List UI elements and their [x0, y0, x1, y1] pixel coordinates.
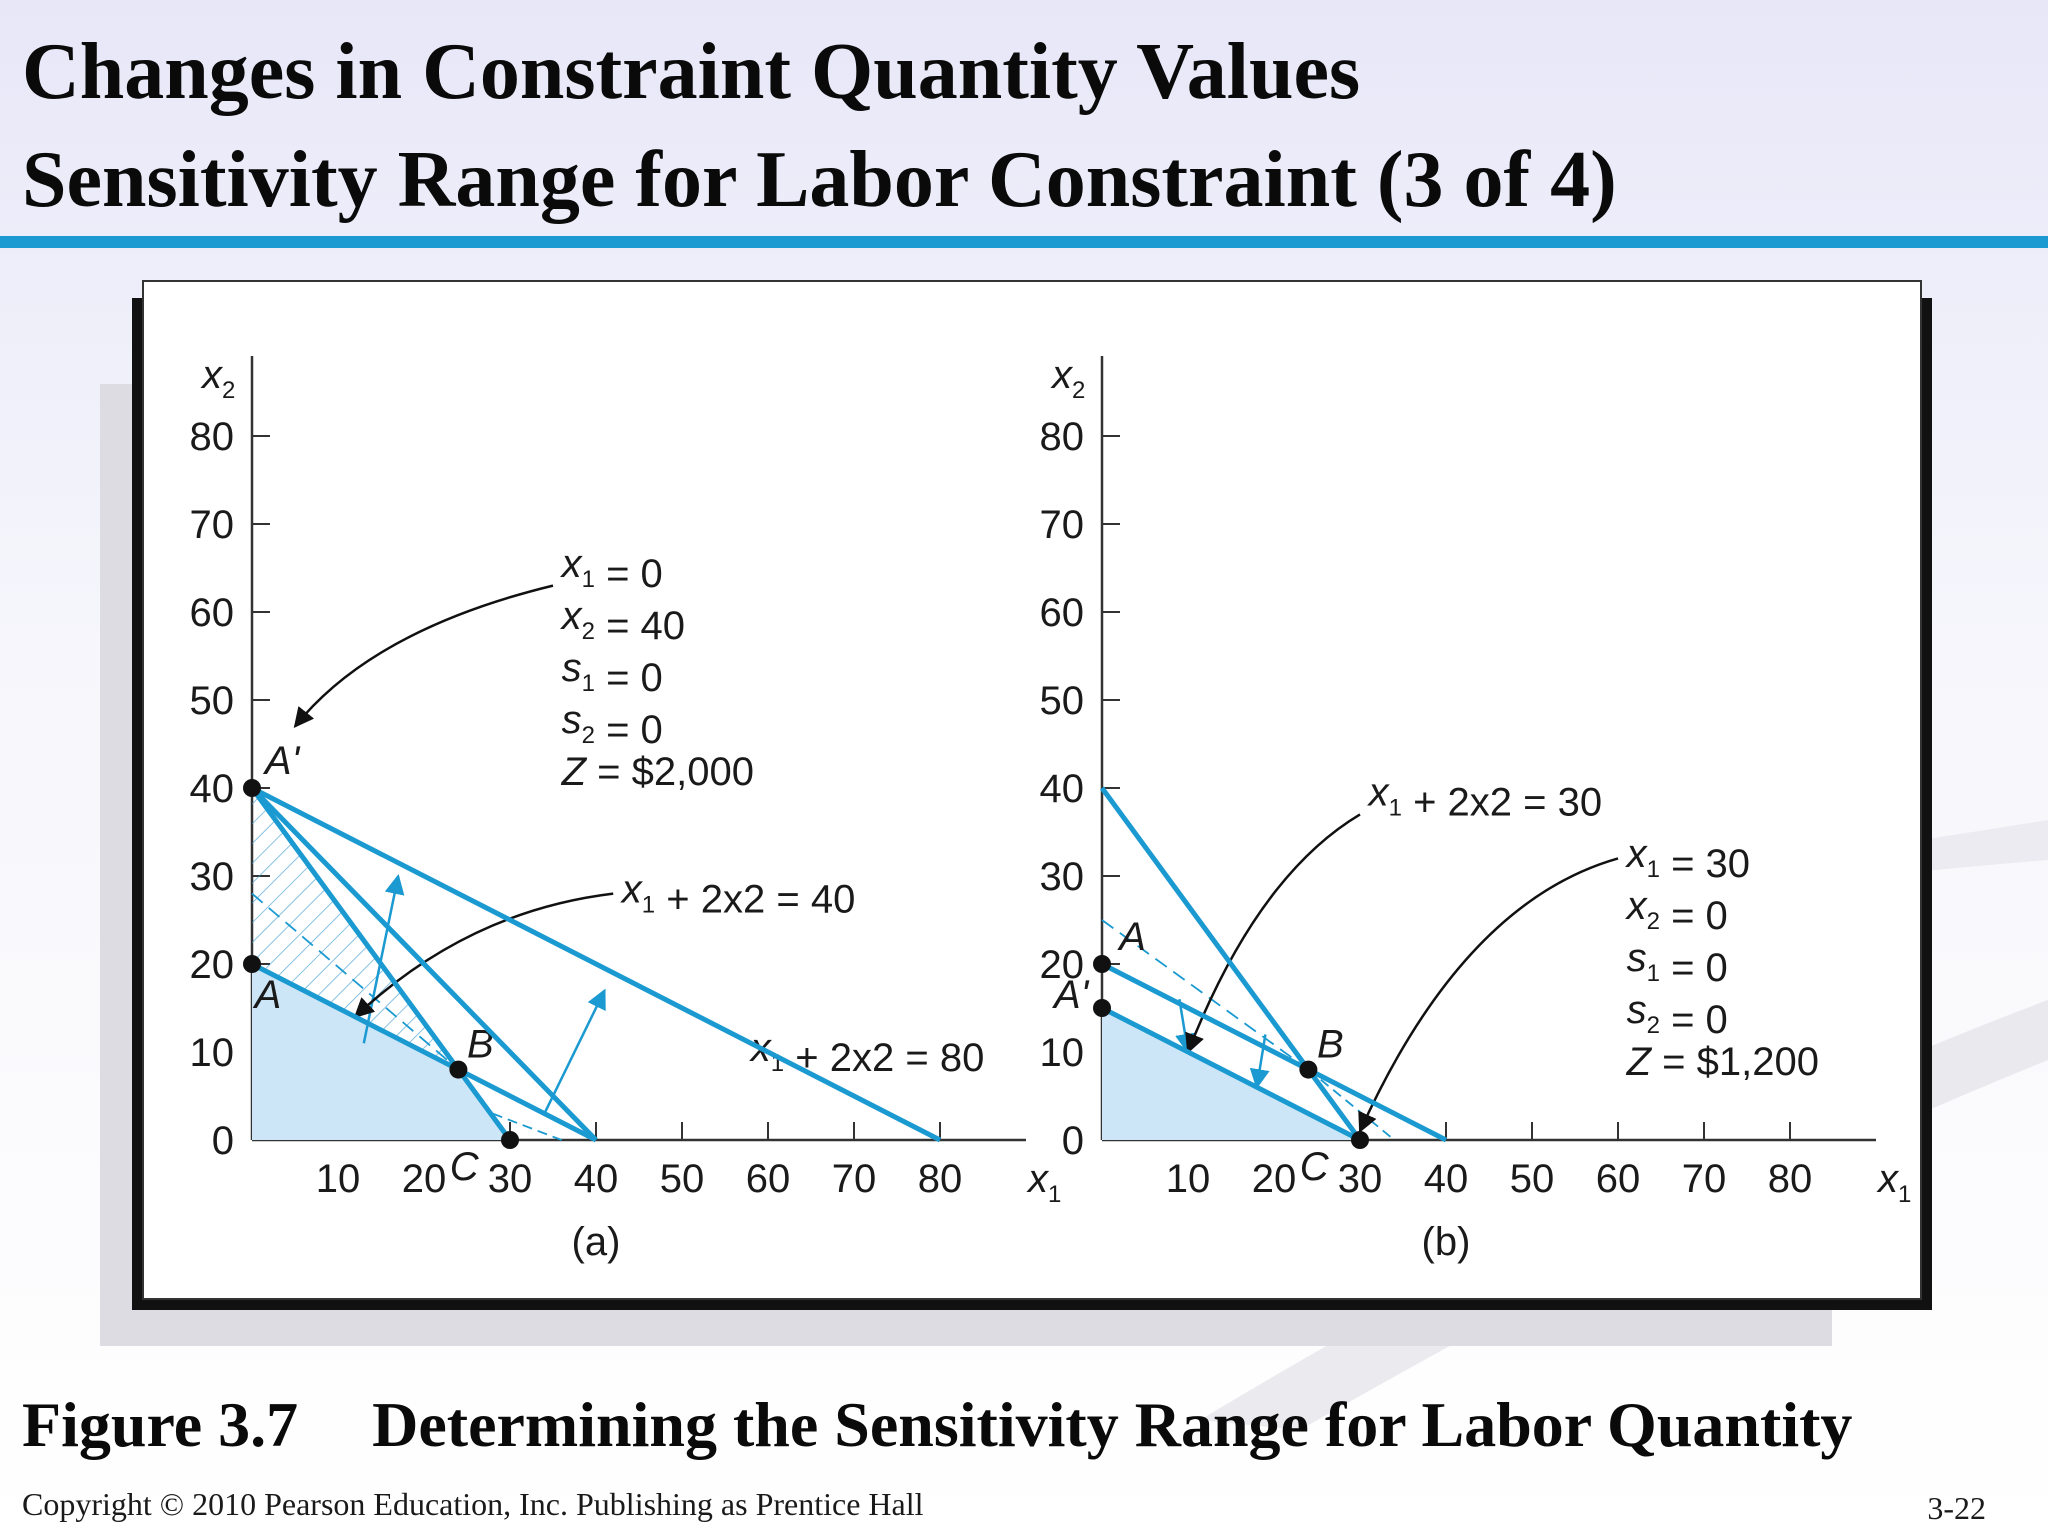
- x-tick-label-20: 20: [402, 1157, 447, 1201]
- caption-text: Determining the Sensitivity Range for La…: [372, 1389, 1853, 1460]
- y-tick-label-20: 20: [190, 943, 235, 987]
- x-tick-label-30: 30: [1338, 1157, 1383, 1201]
- x-tick-label-60: 60: [1596, 1157, 1641, 1201]
- shift-arrow-2: [543, 988, 606, 1115]
- y-tick-label-10: 10: [1040, 1031, 1085, 1075]
- y-tick-label-20: 20: [1040, 943, 1085, 987]
- point-B: [1299, 1060, 1318, 1079]
- y-tick-label-60: 60: [1040, 591, 1085, 635]
- x-tick-label-40: 40: [574, 1157, 619, 1201]
- label-C: C: [450, 1145, 480, 1189]
- x-tick-label-10: 10: [1166, 1157, 1211, 1201]
- label-A-prime: A': [1052, 973, 1090, 1017]
- solution-line-4: Z = $1,200: [1626, 1040, 1819, 1084]
- x-tick-label-50: 50: [660, 1157, 705, 1201]
- line-label-30: x1 + 2x2 = 30: [1367, 771, 1603, 825]
- label-C: C: [1300, 1145, 1330, 1189]
- label-30-arrow: [1185, 813, 1361, 1054]
- point-C: [501, 1131, 519, 1149]
- panel-label: (b): [1422, 1220, 1471, 1264]
- solution-callout-arrow: [1358, 857, 1619, 1134]
- solution-line-2: s1 = 0: [562, 646, 663, 700]
- line-label-80: x1 + 2x2 = 80: [749, 1026, 985, 1080]
- point-Aprime: [1093, 999, 1111, 1017]
- dashed-line-2: [1307, 1068, 1395, 1141]
- constraint-line-0: [1100, 961, 1448, 1143]
- y-tick-label-0: 0: [1062, 1119, 1084, 1163]
- y-tick-label-30: 30: [1040, 855, 1085, 899]
- figure-caption: Figure 3.7 Determining the Sensitivity R…: [22, 1388, 1852, 1462]
- point-Aprime: [243, 779, 261, 797]
- x-tick-label-70: 70: [1682, 1157, 1727, 1201]
- x-tick-label-60: 60: [746, 1157, 791, 1201]
- point-C: [1351, 1131, 1369, 1149]
- title-line-1: Changes in Constraint Quantity Values: [22, 28, 1361, 116]
- chart-panel-a: 10 20 30 40 50 60 70 80 0 10 20 30 40 50 60 70 80 x1 x2 (a)…: [190, 353, 1062, 1264]
- solution-line-2: s1 = 0: [1627, 936, 1728, 990]
- label-A: A: [253, 973, 282, 1017]
- label-40-arrow: [353, 892, 614, 1019]
- constraint-line-1: [1100, 1005, 1362, 1143]
- solution-line-3: s2 = 0: [562, 698, 663, 752]
- line-label-40: x1 + 2x2 = 40: [620, 867, 856, 921]
- title-line-2: Sensitivity Range for Labor Constraint (…: [22, 136, 1617, 224]
- label-A-prime: A': [263, 739, 301, 783]
- solution-line-0: x1 = 30: [1625, 832, 1750, 886]
- panel-label: (a): [572, 1220, 621, 1264]
- dashed-line-1: [251, 892, 459, 1071]
- slide-title: Changes in Constraint Quantity Values Se…: [22, 18, 1617, 234]
- point-A: [243, 955, 261, 973]
- constraint-line-1: [250, 961, 598, 1143]
- x-axis-label: x1: [1026, 1157, 1061, 1208]
- x-tick-label-30: 30: [488, 1157, 533, 1201]
- x-tick-label-50: 50: [1510, 1157, 1555, 1201]
- figure-chart: 10 20 30 40 50 60 70 80 0 10 20 30 40 50 60 70 80 x1 x2 (a)…: [190, 353, 1912, 1264]
- shift-arrow-2: [1249, 1034, 1270, 1090]
- x-tick-label-80: 80: [1768, 1157, 1813, 1201]
- solution-line-0: x1 = 0: [560, 542, 663, 596]
- y-axis-label: x2: [200, 353, 235, 404]
- x-tick-label-80: 80: [918, 1157, 963, 1201]
- y-tick-label-50: 50: [190, 679, 235, 723]
- solution-line-1: x2 = 0: [1625, 884, 1728, 938]
- constraint-line-2: [249, 786, 513, 1142]
- y-tick-label-70: 70: [190, 503, 235, 547]
- point-A: [1093, 955, 1111, 973]
- solution-line-1: x2 = 40: [560, 594, 685, 648]
- solution-callout-arrow: [293, 584, 554, 728]
- constraint-line-0: [250, 785, 942, 1143]
- x-tick-label-20: 20: [1252, 1157, 1297, 1201]
- dashed-line-2: [492, 1112, 562, 1141]
- y-tick-label-0: 0: [212, 1119, 234, 1163]
- y-tick-label-60: 60: [190, 591, 235, 635]
- y-tick-label-40: 40: [190, 767, 235, 811]
- x-tick-label-70: 70: [832, 1157, 877, 1201]
- constraint-line-3: [250, 786, 598, 1142]
- y-tick-label-70: 70: [1040, 503, 1085, 547]
- y-tick-label-80: 80: [1040, 415, 1085, 459]
- solution-line-4: Z = $2,000: [561, 750, 754, 794]
- point-B: [449, 1060, 468, 1079]
- copyright-notice: Copyright © 2010 Pearson Education, Inc.…: [22, 1486, 924, 1522]
- y-tick-label-50: 50: [1040, 679, 1085, 723]
- feasible-region: [252, 964, 510, 1140]
- y-tick-label-10: 10: [190, 1031, 235, 1075]
- y-tick-label-30: 30: [190, 855, 235, 899]
- solution-line-3: s2 = 0: [1627, 988, 1728, 1042]
- chart-panel-b: 10 20 30 40 50 60 70 80 0 10 20 30 40 50 60 70 80 x1 x2 (b)…: [1040, 353, 1912, 1264]
- y-axis-label: x2: [1050, 353, 1085, 404]
- caption-label: Figure 3.7: [22, 1389, 299, 1460]
- slide-number: 3-22: [1927, 1490, 1986, 1526]
- label-B: B: [1317, 1023, 1344, 1067]
- x-tick-label-40: 40: [1424, 1157, 1469, 1201]
- title-underline: [0, 236, 2048, 248]
- x-axis-label: x1: [1876, 1157, 1911, 1208]
- label-A: A: [1117, 915, 1146, 959]
- x-tick-label-10: 10: [316, 1157, 361, 1201]
- y-tick-label-80: 80: [190, 415, 235, 459]
- y-tick-label-40: 40: [1040, 767, 1085, 811]
- constraint-line-2: [1099, 786, 1363, 1142]
